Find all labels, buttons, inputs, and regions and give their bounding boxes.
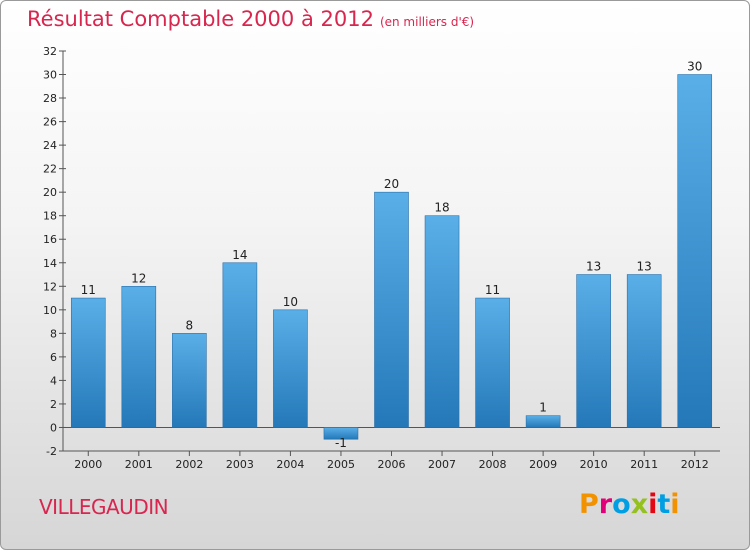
logo-letter: r xyxy=(598,489,613,520)
bar xyxy=(576,274,611,428)
y-tick-label: 26 xyxy=(43,116,57,129)
x-tick-label: 2005 xyxy=(327,458,355,471)
x-tick-label: 2000 xyxy=(74,458,102,471)
y-tick-label: 14 xyxy=(43,257,57,270)
data-label: 11 xyxy=(81,283,96,297)
data-label: 13 xyxy=(586,260,601,274)
x-tick-label: 2011 xyxy=(630,458,658,471)
chart-subtitle: (en milliers d'€) xyxy=(379,15,475,29)
chart-title: Résultat Comptable 2000 à 2012 (en millie… xyxy=(27,7,474,31)
logo-letter: i xyxy=(670,489,680,520)
bar xyxy=(424,215,460,428)
bars xyxy=(70,74,713,440)
bar xyxy=(323,427,359,440)
x-tick-label: 2009 xyxy=(529,458,557,471)
y-tick-label: 8 xyxy=(50,327,57,340)
data-label: 12 xyxy=(131,271,146,285)
y-tick-label: -2 xyxy=(46,445,57,458)
y-tick-label: 2 xyxy=(50,398,57,411)
data-label: 1 xyxy=(539,401,547,415)
x-tick-label: 2008 xyxy=(479,458,507,471)
y-tick-label: 12 xyxy=(43,280,57,293)
data-label: 14 xyxy=(232,248,247,262)
y-tick-label: 6 xyxy=(50,351,57,364)
bar xyxy=(70,297,106,428)
x-tick-label: 2010 xyxy=(580,458,608,471)
chart-title-text: Résultat Comptable 2000 à 2012 xyxy=(27,7,374,31)
data-label: 11 xyxy=(485,283,500,297)
x-tick-label: 2001 xyxy=(125,458,153,471)
logo-letter: i xyxy=(648,489,658,520)
y-tick-label: 22 xyxy=(43,163,57,176)
y-tick-label: 28 xyxy=(43,92,57,105)
y-tick-label: 20 xyxy=(43,186,57,199)
y-tick-label: 24 xyxy=(43,139,57,152)
data-label: 20 xyxy=(384,177,399,191)
logo-letter: P xyxy=(579,489,599,520)
bar xyxy=(222,262,258,428)
logo-letter: o xyxy=(612,489,631,520)
y-tick-label: 10 xyxy=(43,304,57,317)
y-tick-label: 0 xyxy=(50,421,57,434)
y-tick-label: 32 xyxy=(43,45,57,58)
data-label: 8 xyxy=(186,318,194,332)
logo-letter: x xyxy=(630,489,649,520)
bar xyxy=(172,333,207,428)
x-tick-label: 2006 xyxy=(378,458,406,471)
y-tick-label: 18 xyxy=(43,210,57,223)
x-tick-label: 2002 xyxy=(175,458,203,471)
data-label: 18 xyxy=(434,201,449,215)
bar xyxy=(475,297,510,428)
y-tick-label: 4 xyxy=(50,374,57,387)
logo-letter: t xyxy=(657,489,671,520)
data-label: 13 xyxy=(637,260,652,274)
bar xyxy=(121,285,157,428)
bar xyxy=(525,415,561,428)
commune-name: VILLEGAUDIN xyxy=(39,495,169,519)
data-label: -1 xyxy=(335,436,347,450)
x-tick-label: 2004 xyxy=(276,458,304,471)
bar xyxy=(374,191,409,428)
bar xyxy=(626,274,662,428)
proxiti-logo: Proxiti xyxy=(579,489,680,520)
x-tick-label: 2012 xyxy=(681,458,709,471)
y-tick-label: 30 xyxy=(43,69,57,82)
bar xyxy=(677,74,713,428)
data-label: 10 xyxy=(283,295,298,309)
data-label: 30 xyxy=(687,60,702,74)
x-tick-label: 2003 xyxy=(226,458,254,471)
bar xyxy=(273,309,308,428)
y-tick-label: 16 xyxy=(43,233,57,246)
x-tick-label: 2007 xyxy=(428,458,456,471)
